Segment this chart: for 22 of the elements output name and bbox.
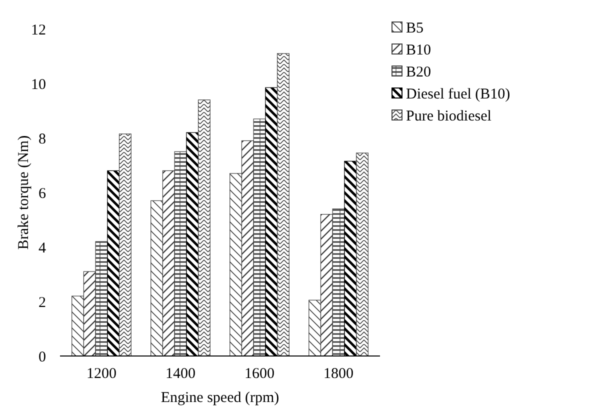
x-tick-label: 1800 xyxy=(324,366,354,382)
y-tick-label: 4 xyxy=(38,240,46,256)
legend-label: B20 xyxy=(406,64,432,80)
y-tick-label: 8 xyxy=(38,131,46,148)
x-tick-label: 1400 xyxy=(165,366,196,382)
y-tick-label: 6 xyxy=(38,186,46,202)
y-tick-label: 12 xyxy=(31,22,46,38)
bar xyxy=(276,53,290,356)
legend-label: B10 xyxy=(406,42,432,58)
bar xyxy=(356,152,368,356)
y-tick-label: 10 xyxy=(31,76,46,93)
x-tick-label: 1200 xyxy=(86,366,116,382)
legend-label: Pure biodiesel xyxy=(406,108,492,124)
legend-label: B5 xyxy=(406,20,424,36)
legend-label: Diesel fuel (B10) xyxy=(406,86,510,102)
bar xyxy=(118,134,132,356)
bar xyxy=(198,100,210,356)
x-axis-title: Engine speed (rpm) xyxy=(160,390,280,406)
y-tick-label: 0 xyxy=(38,349,46,366)
y-tick-label: 2 xyxy=(38,294,46,311)
y-axis-title: Brake torque (Nm) xyxy=(16,135,32,250)
x-tick-label: 1600 xyxy=(244,366,275,382)
